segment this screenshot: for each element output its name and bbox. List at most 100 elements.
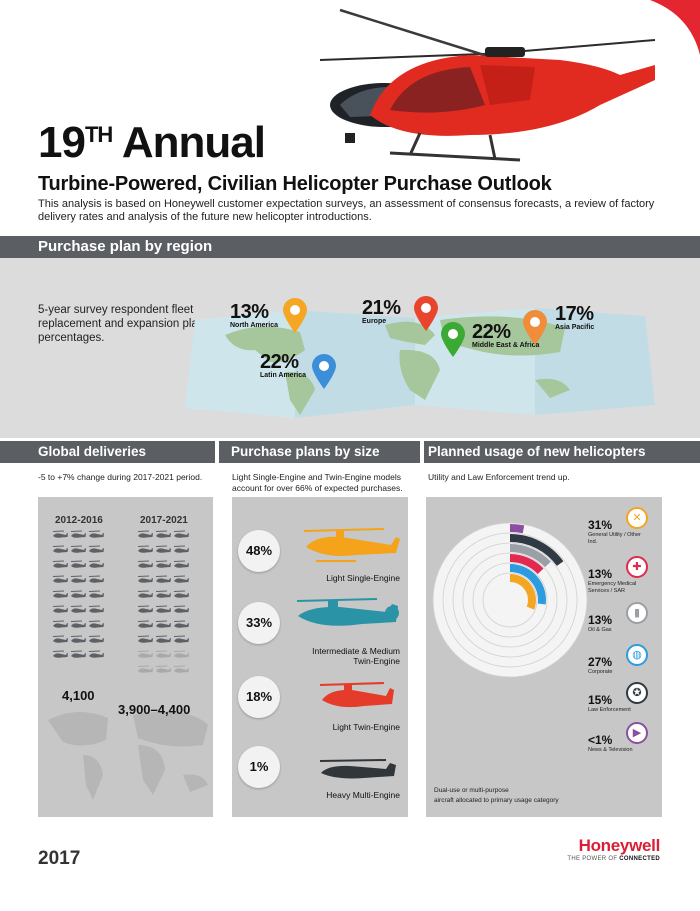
usage-ring-chart: [432, 522, 588, 678]
usage-footnote: Dual-use or multi-purpose aircraft alloc…: [434, 787, 559, 804]
size-pct-heavy-multi: 1%: [238, 746, 280, 788]
mini-helicopter-icon: [173, 665, 189, 673]
mini-helicopter-icon: [88, 545, 104, 553]
usage-category: Emergency Medical Services / SAR: [588, 581, 637, 594]
mini-helicopter-icon: [173, 620, 189, 628]
usage-category: Oil & Gas: [588, 627, 612, 633]
mini-helicopter-icon: [173, 560, 189, 568]
mini-helicopter-icon: [88, 605, 104, 613]
mini-helicopter-icon: [52, 530, 68, 538]
mini-helicopter-icon: [155, 530, 171, 538]
mini-helicopter-icon: [88, 575, 104, 583]
corner-swoosh: [650, 0, 700, 55]
helicopter-grid-b: [137, 530, 189, 675]
region-north-america: 13% North America: [230, 301, 278, 329]
usage-category: General Utility / Other Ind.: [588, 532, 641, 545]
annual-heading: 19TH Annual: [38, 118, 266, 167]
fuel-pump-icon: ▮: [626, 602, 648, 624]
region-latin-america: 22% Latin America: [260, 351, 307, 379]
deliveries-band: Global deliveries: [0, 441, 215, 463]
mini-helicopter-icon: [137, 605, 153, 613]
mini-helicopter-icon: [88, 635, 104, 643]
mini-helicopter-icon: [155, 635, 171, 643]
mini-helicopter-icon: [52, 575, 68, 583]
mini-helicopter-icon: [137, 560, 153, 568]
mini-helicopter-icon: [155, 605, 171, 613]
usage-ring-arc: [509, 564, 546, 605]
light-twin-engine-helicopter-icon: [319, 682, 394, 708]
helicopter-grid-a: [52, 530, 104, 660]
report-year: 2017: [38, 848, 81, 869]
map-pin-icon: [414, 296, 438, 331]
usage-pct: 27%: [588, 655, 613, 669]
deliveries-value-b: 3,900–4,400: [118, 702, 191, 717]
size-label-light-single: Light Single-Engine: [326, 573, 400, 583]
mini-helicopter-icon: [155, 620, 171, 628]
mini-helicopter-icon: [137, 590, 153, 598]
mini-helicopter-icon: [52, 650, 68, 658]
mini-helicopter-icon: [52, 560, 68, 568]
map-pin-icon: [312, 354, 336, 389]
size-band: Purchase plans by size: [219, 441, 420, 463]
mini-helicopter-icon: [155, 590, 171, 598]
period-a-label: 2012-2016: [55, 515, 103, 526]
mini-helicopter-icon: [52, 545, 68, 553]
usage-ring-arc: [509, 534, 564, 567]
video-camera-icon: ▶: [626, 722, 648, 744]
world-map-faint: [48, 711, 208, 800]
usage-category: Corporate: [588, 669, 613, 675]
usage-note: Utility and Law Enforcement trend up.: [428, 472, 570, 482]
size-pct-light-twin: 18%: [238, 676, 280, 718]
mini-helicopter-icon: [173, 590, 189, 598]
tools-icon: ✕: [626, 507, 648, 529]
usage-ring-arc: [509, 544, 551, 568]
size-note: Light Single-Engine and Twin-Engine mode…: [232, 472, 403, 493]
mini-helicopter-icon: [52, 605, 68, 613]
size-label-intermediate-medium: Intermediate & Medium Twin-Engine: [312, 646, 400, 666]
mini-helicopter-icon: [70, 545, 86, 553]
usage-ring-arc: [509, 574, 536, 610]
mini-helicopter-icon: [70, 620, 86, 628]
mini-helicopter-icon: [52, 620, 68, 628]
hero-helicopter-illustration: [319, 8, 656, 162]
map-pin-icon: [283, 298, 307, 333]
region-middle-east-africa: 22% Middle East & Africa: [472, 321, 540, 349]
mini-helicopter-icon: [137, 665, 153, 673]
mini-helicopter-icon: [88, 560, 104, 568]
usage-category: News & Television: [588, 747, 633, 753]
police-badge-icon: ✪: [626, 682, 648, 704]
mini-helicopter-icon: [173, 545, 189, 553]
mini-helicopter-icon: [173, 635, 189, 643]
size-pct-intermediate-medium: 33%: [238, 602, 280, 644]
mini-helicopter-icon: [173, 575, 189, 583]
mini-helicopter-icon: [70, 635, 86, 643]
deliveries-note: -5 to +7% change during 2017-2021 period…: [38, 472, 203, 482]
honeywell-logo: Honeywell THE POWER OF CONNECTED: [567, 836, 660, 862]
mini-helicopter-icon: [137, 635, 153, 643]
mini-helicopter-icon: [173, 530, 189, 538]
mini-helicopter-icon: [70, 605, 86, 613]
usage-pct: 13%: [588, 613, 613, 627]
mini-helicopter-icon: [137, 530, 153, 538]
map-pin-icon: [523, 310, 547, 345]
mini-helicopter-icon: [88, 650, 104, 658]
mini-helicopter-icon: [52, 635, 68, 643]
region-asia-pacific: 17% Asia Pacific: [555, 303, 595, 331]
twin-engine-helicopter-icon: [296, 598, 399, 626]
usage-pct: <1%: [588, 733, 613, 747]
globe-icon: ◍: [626, 644, 648, 666]
mini-helicopter-icon: [137, 620, 153, 628]
region-note: 5-year survey respondent fleet replaceme…: [38, 304, 205, 344]
size-pct-light-single: 48%: [238, 530, 280, 572]
mini-helicopter-icon: [70, 530, 86, 538]
region-europe: 21% Europe: [362, 297, 401, 325]
usage-pct: 13%: [588, 567, 613, 581]
mini-helicopter-icon: [155, 575, 171, 583]
mini-helicopter-icon: [70, 650, 86, 658]
usage-ring-arc: [509, 524, 525, 534]
mini-helicopter-icon: [155, 560, 171, 568]
mini-helicopter-icon: [70, 590, 86, 598]
mini-helicopter-icon: [70, 575, 86, 583]
mini-helicopter-icon: [137, 650, 153, 658]
usage-band: Planned usage of new helicopters: [424, 441, 700, 463]
